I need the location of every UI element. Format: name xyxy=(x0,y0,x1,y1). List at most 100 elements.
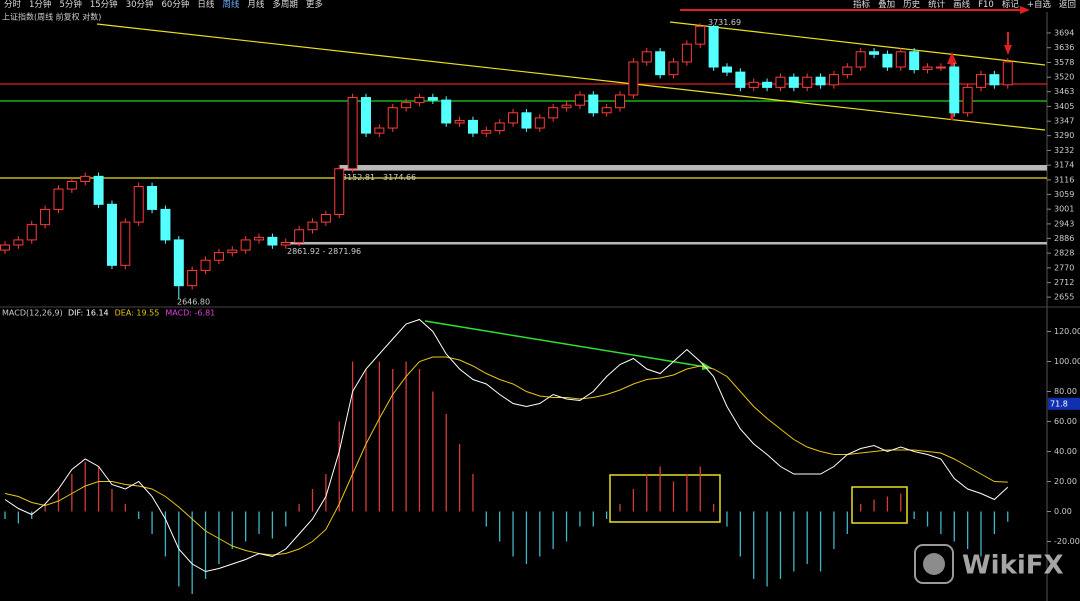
candle-body xyxy=(227,249,238,254)
candle-body xyxy=(588,94,599,114)
tab[interactable]: 叠加 xyxy=(878,0,896,10)
candle-body xyxy=(414,97,425,104)
tab[interactable]: 标记 xyxy=(1001,0,1019,10)
candle-body xyxy=(213,252,224,261)
candle-body xyxy=(147,186,158,210)
candle-body xyxy=(240,239,251,251)
candle-body xyxy=(815,76,826,86)
candle-body xyxy=(467,119,478,134)
band-label: 2861.92 - 2871.96 xyxy=(287,247,361,256)
arrow-head xyxy=(947,52,957,64)
y-tick-label: 3059 xyxy=(1054,190,1074,199)
y-tick-label: 20.00 xyxy=(1054,477,1077,486)
candle-body xyxy=(641,51,652,63)
candle-body xyxy=(66,180,77,190)
candle-body xyxy=(80,175,91,182)
candle-body xyxy=(187,269,198,287)
candle-body xyxy=(601,107,612,114)
tab[interactable]: 30分钟 xyxy=(125,0,154,10)
tab[interactable]: 历史 xyxy=(903,0,921,10)
candle-body xyxy=(441,99,452,124)
candle-body xyxy=(280,241,291,246)
tab[interactable]: +自选 xyxy=(1026,0,1051,10)
candle-body xyxy=(922,66,933,71)
candle-body xyxy=(307,221,318,231)
tab[interactable]: 画线 xyxy=(953,0,971,10)
y-tick-label: 2886 xyxy=(1054,234,1074,243)
tab[interactable]: 更多 xyxy=(305,0,323,10)
y-tick-label: 3694 xyxy=(1054,28,1074,37)
tab[interactable]: 日线 xyxy=(197,0,215,10)
candle-body xyxy=(775,76,786,88)
candle-body xyxy=(53,188,64,210)
candle-body xyxy=(708,25,719,68)
candle-body xyxy=(173,239,184,287)
y-tick-label: 2828 xyxy=(1054,249,1074,258)
candle-body xyxy=(802,76,813,88)
y-tick-label: -20.00 xyxy=(1054,537,1080,546)
tab[interactable]: 周线 xyxy=(222,0,240,10)
y-tick-label: 3578 xyxy=(1054,58,1074,67)
watermark-logo xyxy=(914,544,954,584)
candle-body xyxy=(615,94,626,109)
candle-body xyxy=(762,81,773,88)
candle-body xyxy=(935,66,946,69)
y-tick-label: 3001 xyxy=(1054,205,1074,214)
candle-body xyxy=(628,61,639,96)
tab[interactable]: F10 xyxy=(978,0,994,10)
candle-body xyxy=(695,25,706,45)
candle-body xyxy=(267,236,278,246)
highlight-box xyxy=(609,474,721,523)
candle-body xyxy=(521,112,532,129)
candle-body xyxy=(976,74,987,88)
y-tick-label: 3463 xyxy=(1054,87,1074,96)
candle-body xyxy=(962,86,973,114)
tab[interactable]: 指标 xyxy=(853,0,871,10)
tab[interactable]: 分时 xyxy=(4,0,22,10)
tab[interactable]: 60分钟 xyxy=(161,0,190,10)
y-tick-label: 3232 xyxy=(1054,146,1074,155)
candle-body xyxy=(401,102,412,109)
tab[interactable]: 15分钟 xyxy=(89,0,118,10)
tab[interactable]: 月线 xyxy=(247,0,265,10)
divergence-line xyxy=(424,320,707,368)
tab[interactable]: 统计 xyxy=(928,0,946,10)
price-band xyxy=(285,241,1047,245)
candle-body xyxy=(254,236,265,241)
watermark: WikiFX xyxy=(914,544,1064,584)
y-tick-label: 3290 xyxy=(1054,131,1074,140)
trend-line xyxy=(669,21,1046,66)
legend-entry: MACD: -6.81 xyxy=(165,309,215,318)
y-tick-label: 3636 xyxy=(1054,43,1074,52)
tab[interactable]: 1分钟 xyxy=(29,0,52,10)
indicator-title: MACD(12,26,9) xyxy=(2,309,63,318)
candle-body xyxy=(320,213,331,223)
candle-body xyxy=(427,97,438,101)
candle-body xyxy=(494,122,505,132)
y-tick-label: 3405 xyxy=(1054,102,1074,111)
tab[interactable]: 5分钟 xyxy=(59,0,82,10)
tab[interactable]: 返回 xyxy=(1058,0,1076,10)
legend-entry: DEA: 19.55 xyxy=(115,309,160,318)
watermark-text: WikiFX xyxy=(962,551,1064,581)
highlight-box xyxy=(851,486,908,524)
candle-body xyxy=(160,208,171,241)
legend-entry: DIF: 16.14 xyxy=(68,309,109,318)
y-tick-label: 3520 xyxy=(1054,73,1074,82)
y-tick-label: 0.00 xyxy=(1054,507,1072,516)
candle-body xyxy=(681,43,692,63)
price-annotation: 2646.80 xyxy=(177,298,210,307)
candle-body xyxy=(360,97,371,134)
price-band xyxy=(340,165,1047,171)
tab[interactable]: 多周期 xyxy=(272,0,298,10)
y-tick-label: 2943 xyxy=(1054,219,1074,228)
candle-body xyxy=(93,175,104,205)
candle-body xyxy=(788,76,799,88)
candle-body xyxy=(668,61,679,76)
y-tick-label: 120.00 xyxy=(1054,327,1080,336)
candle-body xyxy=(1002,61,1013,86)
y-tick-label: 3116 xyxy=(1054,175,1074,184)
y-tick-label: 100.00 xyxy=(1054,357,1080,366)
candle-body xyxy=(387,107,398,129)
